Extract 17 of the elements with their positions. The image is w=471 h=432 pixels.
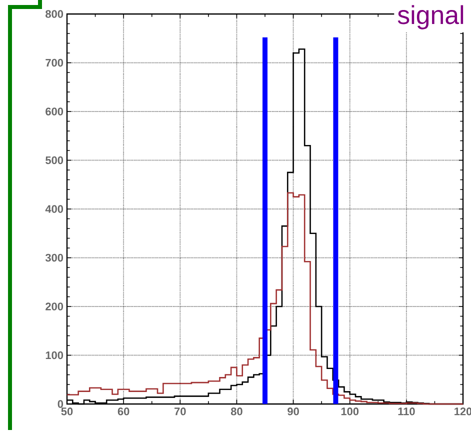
- x-tick-label: 100: [341, 408, 359, 416]
- annotation: signal: [398, 5, 464, 30]
- y-tick-label: 100: [46, 351, 64, 360]
- x-tick-label: 80: [230, 408, 242, 416]
- y-tick-label: 400: [45, 205, 64, 213]
- y-tick-label: 300: [45, 254, 64, 262]
- y-tick-label: 200: [46, 302, 64, 310]
- y-tick-label: 700: [46, 58, 64, 67]
- x-tick-label: 90: [288, 408, 299, 416]
- x-tick-label: 50: [61, 408, 73, 416]
- y-tick-label: 800: [46, 10, 64, 18]
- x-tick-label: 70: [174, 408, 186, 416]
- y-tick-label: 500: [46, 156, 64, 164]
- y-tick-label: 0: [58, 400, 64, 408]
- x-tick-label: 110: [398, 408, 415, 416]
- y-tick-label: 600: [46, 108, 64, 116]
- x-tick-label: 60: [118, 408, 130, 416]
